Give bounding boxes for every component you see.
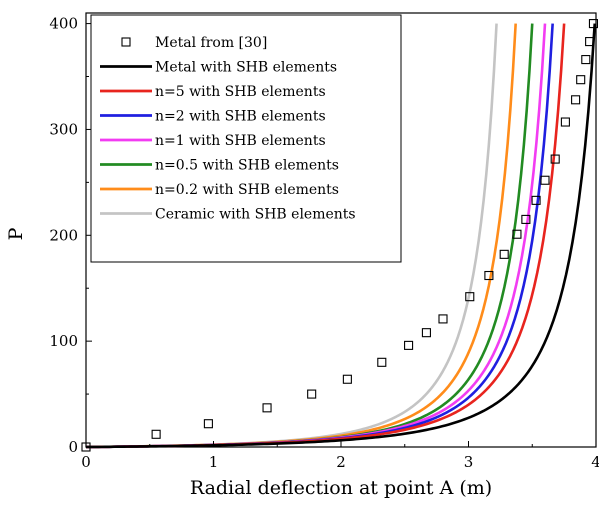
series-line (85, 23, 597, 449)
x-tick-label: 4 (591, 453, 599, 471)
data-point-marker (550, 154, 560, 164)
data-point-marker (438, 314, 448, 324)
data-point-marker (404, 340, 414, 350)
legend-label: Ceramic with SHB elements (155, 207, 356, 223)
y-tick-label: 200 (49, 226, 78, 244)
x-tick-label: 2 (336, 453, 346, 471)
data-point-marker (262, 403, 272, 413)
data-point-marker (588, 19, 599, 29)
legend-label: n=0.2 with SHB elements (155, 182, 339, 198)
data-point-marker (512, 229, 522, 239)
x-axis-title: Radial deflection at point A (m) (190, 477, 492, 499)
y-tick-label: 0 (68, 438, 78, 456)
data-point-marker (342, 374, 352, 384)
y-axis-title: P (5, 227, 27, 240)
data-point-marker (521, 214, 531, 224)
data-point-marker (484, 270, 494, 281)
legend-box (90, 14, 402, 263)
data-point-marker (585, 37, 595, 47)
data-point-marker (581, 55, 591, 65)
data-point-marker (151, 429, 161, 439)
data-point-marker (465, 292, 475, 302)
y-tick-label: 400 (49, 15, 78, 33)
y-tick-label: 300 (49, 120, 78, 138)
legend-label: Metal from [30] (155, 35, 267, 51)
data-point-marker (377, 357, 387, 367)
legend: Metal from [30] Metal with SHB elements n=… (90, 14, 402, 263)
data-point-marker (571, 95, 581, 105)
data-point-marker (421, 328, 431, 338)
legend-marker (121, 37, 131, 47)
y-tick-label: 100 (49, 332, 78, 350)
legend-label: n=1 with SHB elements (155, 133, 326, 149)
legend-label: n=2 with SHB elements (155, 109, 326, 125)
series-layer (81, 19, 599, 452)
data-point-marker (540, 175, 550, 185)
data-point-marker (560, 117, 570, 127)
axes-layer: 0 1 2 3 4 0 100 200 300 400 (49, 15, 599, 471)
legend-label: Metal with SHB elements (155, 60, 337, 76)
data-point-marker (203, 419, 213, 429)
x-tick-label: 0 (81, 453, 91, 471)
x-tick-label: 3 (464, 453, 474, 471)
legend-label: n=0.5 with SHB elements (155, 158, 339, 174)
legend-label: n=5 with SHB elements (155, 84, 326, 100)
data-point-marker (576, 75, 586, 85)
data-point-marker (307, 389, 317, 399)
data-point-marker (531, 195, 541, 205)
x-tick-label: 1 (209, 453, 219, 471)
data-point-marker (499, 249, 509, 259)
